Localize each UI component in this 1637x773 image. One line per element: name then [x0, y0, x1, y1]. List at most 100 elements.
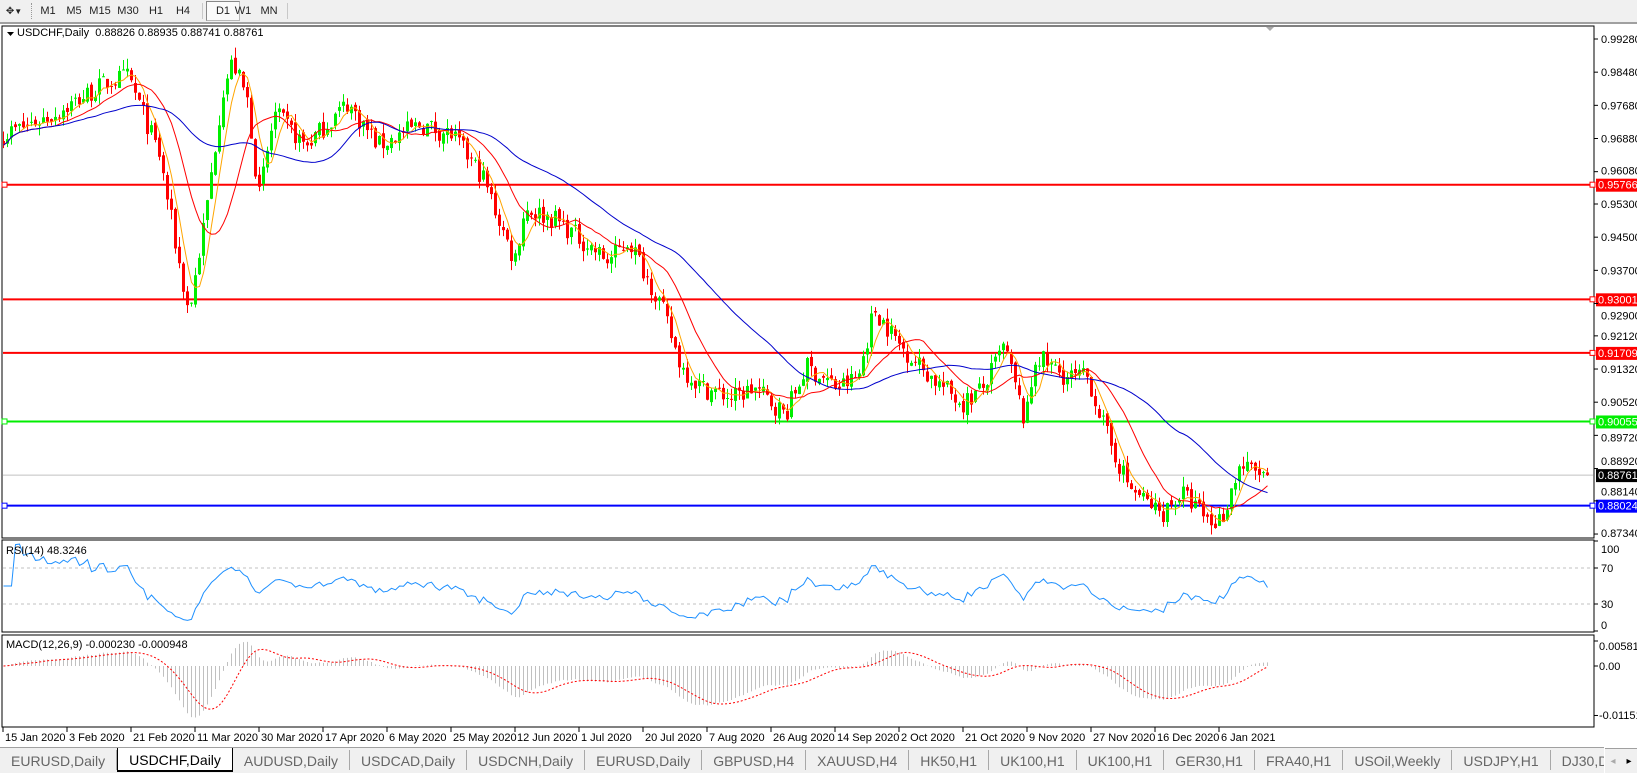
candle-body: [938, 381, 941, 388]
level-handle-icon[interactable]: [1589, 418, 1596, 425]
candle-body: [198, 257, 201, 275]
candle-body: [86, 87, 89, 102]
timeframe-m30-button[interactable]: M30: [117, 5, 139, 17]
candle-body: [338, 107, 341, 111]
candle-body: [466, 138, 469, 160]
chart-tab[interactable]: USDJPY,H1: [1452, 750, 1551, 770]
scroll-left-icon[interactable]: ◂: [1610, 755, 1616, 767]
candle-body: [730, 398, 733, 400]
candle-body: [162, 155, 165, 174]
price-axis-label: 0.94500: [1601, 232, 1637, 244]
timeframe-w1-button[interactable]: W1: [234, 5, 252, 17]
candle-body: [98, 78, 101, 95]
candle-body: [50, 119, 53, 122]
candle-body: [118, 70, 121, 88]
candle-body: [190, 302, 193, 304]
chart-tab[interactable]: USDCAD,Daily: [350, 750, 468, 770]
chart-shift-marker-icon[interactable]: [1266, 27, 1274, 31]
candle-body: [1250, 462, 1253, 465]
level-handle-icon[interactable]: [1, 502, 8, 509]
timeframe-m5-button[interactable]: M5: [66, 5, 82, 17]
candle-body: [254, 139, 257, 177]
toolbar-grip[interactable]: [31, 3, 34, 19]
chart-tab[interactable]: USOil,Weekly: [1343, 750, 1453, 770]
price-axis-label: 0.99280: [1601, 34, 1637, 46]
chart-tab[interactable]: HK50,H1: [909, 750, 990, 770]
candle-body: [1118, 463, 1121, 474]
candle-body: [1042, 351, 1045, 368]
level-handle-icon[interactable]: [1589, 349, 1596, 356]
chart-tab[interactable]: USDCNH,Daily: [467, 750, 586, 770]
candle-body: [690, 382, 693, 386]
rsi-pane[interactable]: [1, 539, 1595, 633]
candle-body: [1110, 422, 1113, 446]
candle-body: [298, 134, 301, 143]
timeframe-h1-button[interactable]: H1: [148, 5, 164, 17]
chart-tab[interactable]: USDCHF,Daily: [117, 748, 233, 772]
candle-body: [230, 59, 233, 80]
level-handle-icon[interactable]: [1, 181, 8, 188]
current-price-badge: [1596, 469, 1637, 483]
candle-body: [358, 109, 361, 129]
candle-body: [674, 337, 677, 348]
price-axis-label: 0.89720: [1601, 432, 1637, 444]
cursor-mode-button[interactable]: ✥▼: [2, 2, 26, 20]
candle-body: [810, 356, 813, 367]
candle-body: [1194, 500, 1197, 509]
chart-tab[interactable]: UK100,H1: [989, 750, 1077, 770]
timeframe-h4-button[interactable]: H4: [175, 5, 191, 17]
chart-tab[interactable]: UK100,H1: [1077, 750, 1165, 770]
candle-body: [194, 275, 197, 305]
candle-body: [470, 157, 473, 159]
level-handle-icon[interactable]: [1589, 502, 1596, 509]
timeframe-m15-button[interactable]: M15: [89, 5, 111, 17]
candle-body: [54, 116, 57, 121]
timeframe-toolbar: ✥▼ M1 M5 M15 M30 H1 H4 D1 W1 MN: [0, 0, 1637, 24]
candle-body: [1226, 510, 1229, 520]
timeframe-m1-button[interactable]: M1: [40, 5, 56, 17]
date-axis-label: 15 Jan 2020: [5, 732, 66, 744]
level-handle-icon[interactable]: [1589, 181, 1596, 188]
candle-body: [1166, 503, 1169, 523]
chart-tab[interactable]: DJ30,Daily: [1551, 750, 1604, 770]
candle-body: [1046, 351, 1049, 366]
candle-body: [566, 219, 569, 239]
candle-body: [318, 123, 321, 136]
candle-body: [990, 363, 993, 385]
chart-tab[interactable]: EURUSD,Daily: [0, 750, 118, 770]
chart-tab[interactable]: GBPUSD,H4: [702, 750, 807, 770]
candle-body: [546, 214, 549, 220]
candle-body: [986, 385, 989, 391]
candle-body: [426, 123, 429, 137]
level-handle-icon[interactable]: [1, 418, 8, 425]
date-axis-label: 14 Sep 2020: [837, 732, 899, 744]
candle-body: [1214, 523, 1217, 529]
timeframe-mn-button[interactable]: MN: [260, 5, 278, 17]
chart-tab[interactable]: GER30,H1: [1164, 750, 1255, 770]
scroll-right-icon[interactable]: ▸: [1626, 755, 1632, 767]
candle-body: [346, 104, 349, 112]
candle-body: [994, 356, 997, 362]
candle-body: [418, 122, 421, 128]
candle-body: [570, 227, 573, 238]
main-chart-pane[interactable]: [1, 25, 1595, 539]
level-handle-icon[interactable]: [1589, 296, 1596, 303]
chart-tab[interactable]: EURUSD,Daily: [585, 750, 703, 770]
candle-body: [1102, 415, 1105, 417]
candle-body: [966, 393, 969, 416]
chart-tab[interactable]: XAUUSD,H4: [806, 750, 910, 770]
candle-body: [602, 248, 605, 259]
candle-body: [918, 357, 921, 365]
candle-body: [238, 69, 241, 74]
candle-body: [934, 375, 937, 386]
candle-body: [502, 227, 505, 231]
candle-body: [494, 192, 497, 216]
timeframe-d1-button[interactable]: D1: [206, 1, 240, 21]
chart-window[interactable]: 0.88761 0.95766 0.93001 0.91709 0.90055 0.880…: [0, 0, 1637, 747]
collapse-triangle-icon[interactable]: [7, 32, 14, 36]
macd-pane[interactable]: [1, 634, 1595, 728]
candle-body: [3, 140, 5, 146]
toolbar-separator: [202, 3, 203, 19]
chart-tab[interactable]: FRA40,H1: [1255, 750, 1344, 770]
chart-tab[interactable]: AUDUSD,Daily: [233, 750, 351, 770]
